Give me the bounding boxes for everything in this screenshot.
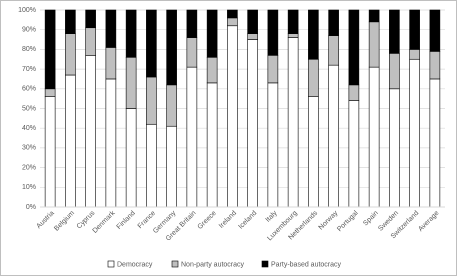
y-tick-label: 80% <box>22 46 36 53</box>
legend-swatch <box>261 260 269 268</box>
legend-label: Party-based autocracy <box>271 261 342 268</box>
bar-segment <box>348 9 360 86</box>
bar-segment <box>348 100 360 208</box>
bar-segment <box>308 9 319 60</box>
bar-segment <box>368 9 380 23</box>
bar-segment <box>308 58 319 97</box>
bar-segment <box>348 84 360 101</box>
bar-segment <box>146 123 157 208</box>
y-tick-label: 90% <box>22 27 36 34</box>
bar-segment <box>308 96 319 208</box>
legend-label: Democracy <box>117 261 153 268</box>
y-tick-label: 30% <box>22 145 36 152</box>
bar-segment <box>409 58 420 208</box>
bar-segment <box>429 78 441 208</box>
bar-segment <box>146 76 157 125</box>
y-tick-label: 20% <box>22 164 36 171</box>
bar-segment <box>328 9 339 36</box>
bar-segment <box>287 37 299 208</box>
bar-segment <box>125 9 137 58</box>
bar-segment <box>247 39 258 208</box>
bar-segment <box>429 51 441 80</box>
bar-segment <box>287 33 299 38</box>
bar-segment <box>267 55 279 84</box>
bar-segment <box>105 9 117 48</box>
bar-segment <box>409 49 420 60</box>
bar-segment <box>65 74 76 208</box>
bar-segment <box>429 9 441 52</box>
bar-segment <box>389 9 400 54</box>
bar-segment <box>267 82 279 208</box>
legend-swatch <box>107 260 115 268</box>
bar-segment <box>328 64 339 208</box>
bar-segment <box>206 82 218 208</box>
y-tick-label: 100% <box>18 7 36 14</box>
bar-segment <box>368 21 380 68</box>
bar-segment <box>389 88 400 208</box>
bar-segment <box>186 37 198 68</box>
bar-segment <box>166 125 177 208</box>
y-tick-label: 70% <box>22 66 36 73</box>
bar-segment <box>44 88 56 97</box>
y-tick-label: 0% <box>26 204 36 211</box>
bar-segment <box>125 108 137 208</box>
bar-segment <box>206 9 218 58</box>
bar-segment <box>227 25 238 208</box>
bar-segment <box>206 56 218 84</box>
bar-segment <box>65 33 76 76</box>
bar-segment <box>247 9 258 34</box>
legend-label: Non-party autocracy <box>181 261 245 268</box>
bar-segment <box>247 33 258 40</box>
bar-segment <box>389 53 400 90</box>
bar-segment <box>105 47 117 80</box>
bar-segment <box>186 66 198 208</box>
bar-segment <box>85 9 96 29</box>
bar-segment <box>227 17 238 27</box>
y-tick-label: 50% <box>22 105 36 112</box>
bar-segment <box>44 96 56 208</box>
bar-segment <box>166 9 177 86</box>
bar-segment <box>368 66 380 208</box>
bar-segment <box>186 9 198 38</box>
bar-segment <box>227 9 238 19</box>
y-tick-label: 60% <box>22 86 36 93</box>
bar-segment <box>85 55 96 208</box>
legend-swatch <box>171 260 179 268</box>
bar-segment <box>105 78 117 208</box>
y-tick-label: 10% <box>22 184 36 191</box>
y-tick-label: 40% <box>22 125 36 132</box>
bar-segment <box>267 9 279 56</box>
bar-segment <box>85 27 96 56</box>
bar-segment <box>146 9 157 78</box>
bar-segment <box>166 84 177 127</box>
bar-segment <box>125 56 137 109</box>
bar-segment <box>287 9 299 34</box>
bar-segment <box>44 9 56 90</box>
bar-segment <box>409 9 420 50</box>
bar-segment <box>328 35 339 66</box>
bar-segment <box>65 9 76 34</box>
